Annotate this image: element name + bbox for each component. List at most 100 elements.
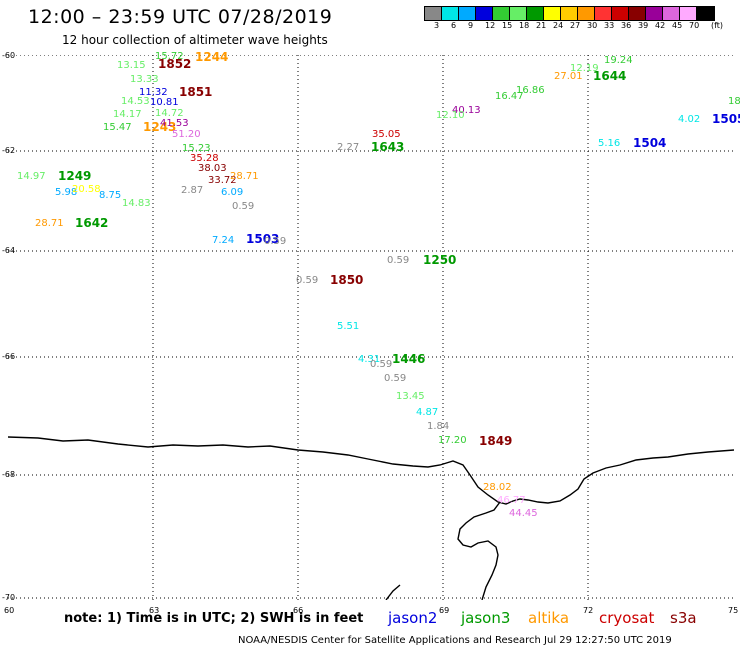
credit-line: NOAA/NESDIS Center for Satellite Applica…	[238, 635, 672, 646]
legend-swatch	[425, 7, 442, 20]
legend-label: 15	[502, 21, 513, 30]
legend-label: 45	[672, 21, 683, 30]
legend-swatch	[595, 7, 612, 20]
lat-label: -60	[2, 51, 16, 60]
legend-label: 42	[655, 21, 666, 30]
wave-height-label: 44.45	[509, 508, 538, 519]
legend-swatch	[476, 7, 493, 20]
wave-height-label: 12.19	[570, 63, 599, 74]
wave-height-label: 28.71	[230, 171, 259, 182]
legend-label: 24	[553, 21, 564, 30]
wave-height-label: 19.24	[604, 55, 633, 66]
wave-height-label: 13.45	[396, 391, 425, 402]
legend-label: 27	[570, 21, 581, 30]
lon-label: 72	[583, 606, 594, 615]
pass-time-label: 1446	[392, 352, 426, 366]
legend-label: 3	[434, 21, 440, 30]
wave-height-label: 4.31	[358, 354, 381, 365]
wave-height-label: 15.23	[182, 143, 211, 154]
pass-time-label: 1849	[479, 434, 513, 448]
satellite-legend-cryosat: cryosat	[599, 609, 655, 627]
legend-label: 12	[485, 21, 496, 30]
lat-label: -62	[2, 146, 16, 155]
wave-height-label: 13.33	[130, 74, 159, 85]
color-legend-bar	[424, 6, 715, 21]
legend-swatch	[697, 7, 714, 20]
wave-height-label: 0.59	[370, 359, 393, 370]
wave-height-label: 12.10	[436, 110, 465, 121]
pass-time-label: 1851	[179, 85, 213, 99]
wave-height-label: 17.20	[438, 435, 467, 446]
map-plot-area	[8, 55, 734, 600]
wave-height-label: 18	[728, 96, 740, 107]
legend-swatch	[663, 7, 680, 20]
lon-label: 75	[728, 606, 739, 615]
wave-height-label: 16.47	[495, 91, 524, 102]
wave-height-label: 5.98	[55, 187, 78, 198]
wave-height-label: 15.47	[103, 122, 132, 133]
footer-note: note: 1) Time is in UTC; 2) SWH is in fe…	[64, 611, 364, 626]
wave-height-label: 15.72	[155, 51, 184, 62]
wave-height-label: 11.32	[139, 87, 168, 98]
wave-height-label: 10.81	[150, 97, 179, 108]
legend-label: 39	[638, 21, 649, 30]
wave-height-label: 14.17	[113, 109, 142, 120]
wave-height-label: 14.83	[122, 198, 151, 209]
wave-height-label: 0.59	[387, 255, 410, 266]
wave-height-label: 0.59	[384, 373, 407, 384]
wave-height-label: 13.15	[117, 60, 146, 71]
satellite-legend-jason3: jason3	[461, 609, 511, 627]
lat-label: -70	[2, 593, 16, 602]
wave-height-label: 0.59	[264, 236, 287, 247]
wave-height-label: 5.16	[598, 138, 621, 149]
wave-height-label: 14.72	[155, 108, 184, 119]
legend-label: 6	[451, 21, 457, 30]
legend-swatch	[680, 7, 697, 20]
pass-time-label: 1249	[58, 169, 92, 183]
wave-height-label: 35.28	[190, 153, 219, 164]
legend-swatch	[510, 7, 527, 20]
legend-swatch	[612, 7, 629, 20]
legend-units: (ft)	[711, 21, 724, 30]
satellite-legend-jason2: jason2	[388, 609, 438, 627]
wave-height-label: 2.27	[337, 142, 360, 153]
pass-time-label: 1852	[158, 57, 192, 71]
legend-label: 18	[519, 21, 530, 30]
wave-height-label: 27.01	[554, 71, 583, 82]
pass-time-label: 1505	[712, 112, 740, 126]
wave-height-label: 5.51	[337, 321, 360, 332]
wave-height-label: 28.71	[35, 218, 64, 229]
wave-height-label: 40.13	[452, 105, 481, 116]
wave-height-label: 38.03	[198, 163, 227, 174]
wave-height-label: 6.09	[221, 187, 244, 198]
satellite-legend-altika: altika	[528, 609, 570, 627]
ice-shelf-coastline	[457, 501, 501, 600]
wave-height-label: 0.59	[296, 275, 319, 286]
map-title: 12:00 – 23:59 UTC 07/28/2019	[28, 6, 333, 28]
legend-label: 21	[536, 21, 547, 30]
legend-swatch	[459, 7, 476, 20]
wave-height-label: 14.53	[121, 96, 150, 107]
satellite-legend-s3a: s3a	[670, 609, 697, 627]
pass-time-label: 1643	[371, 140, 405, 154]
wave-height-label: 1.84	[427, 421, 450, 432]
map-subtitle: 12 hour collection of altimeter wave hei…	[62, 33, 328, 47]
antarctic-coastline	[8, 436, 734, 505]
legend-swatch	[646, 7, 663, 20]
legend-label: 33	[604, 21, 615, 30]
wave-height-label: 2.87	[181, 185, 204, 196]
wave-height-label: 0.59	[232, 201, 255, 212]
wave-height-label: 41.53	[160, 118, 189, 129]
legend-swatch	[629, 7, 646, 20]
wave-height-label: 4.02	[678, 114, 701, 125]
wave-height-label: 46.77	[497, 495, 526, 506]
legend-swatch	[544, 7, 561, 20]
pass-time-label: 1642	[75, 216, 109, 230]
pass-time-label: 1504	[633, 136, 667, 150]
lon-label: 60	[4, 606, 15, 615]
wave-height-label: 4.87	[416, 407, 439, 418]
lat-label: -66	[2, 352, 16, 361]
legend-swatch	[442, 7, 459, 20]
legend-label: 9	[468, 21, 474, 30]
